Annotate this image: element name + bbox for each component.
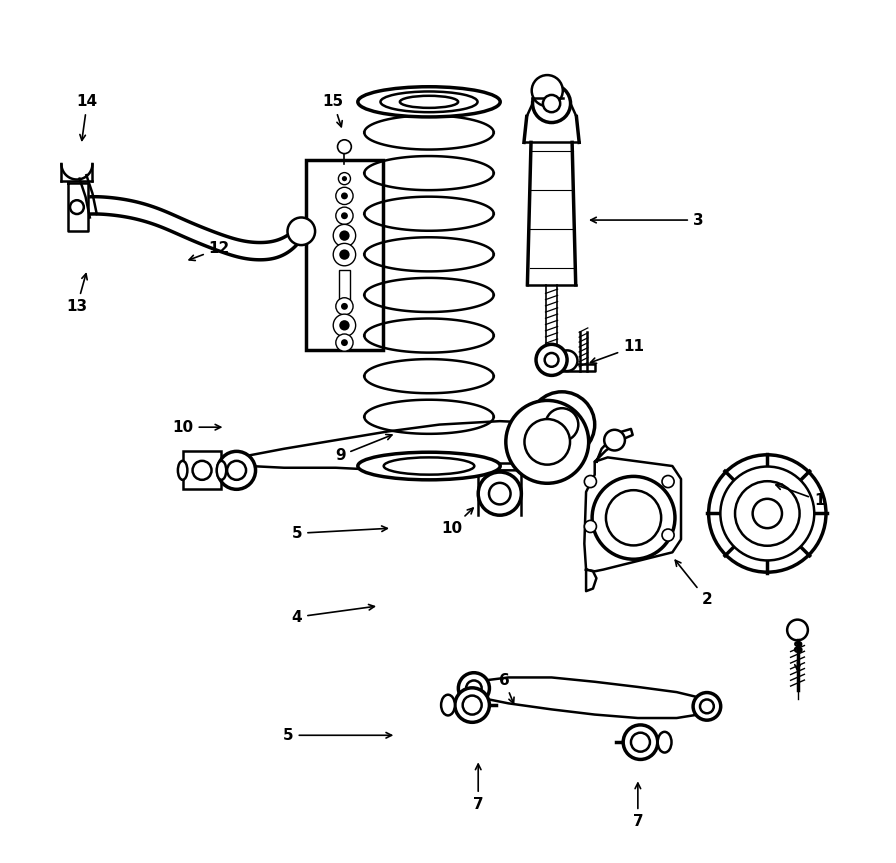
- Circle shape: [333, 224, 356, 247]
- Text: 5: 5: [283, 728, 392, 743]
- Circle shape: [341, 339, 348, 346]
- Circle shape: [584, 520, 597, 532]
- Ellipse shape: [441, 695, 455, 715]
- Circle shape: [462, 696, 482, 715]
- Circle shape: [530, 392, 595, 457]
- Polygon shape: [584, 457, 681, 571]
- Text: 10: 10: [442, 508, 473, 536]
- Text: 7: 7: [473, 764, 484, 812]
- Circle shape: [455, 688, 489, 722]
- Ellipse shape: [400, 96, 458, 108]
- Text: 13: 13: [66, 274, 88, 314]
- Circle shape: [592, 476, 675, 559]
- Bar: [340, 269, 349, 300]
- Circle shape: [532, 85, 571, 123]
- Circle shape: [340, 230, 349, 241]
- Circle shape: [466, 680, 482, 696]
- Circle shape: [333, 314, 356, 337]
- Text: 2: 2: [676, 560, 712, 608]
- Circle shape: [624, 725, 658, 759]
- Text: 8: 8: [792, 641, 803, 671]
- Circle shape: [753, 499, 782, 528]
- Circle shape: [631, 733, 650, 752]
- Circle shape: [662, 476, 674, 488]
- Polygon shape: [248, 421, 569, 470]
- Polygon shape: [595, 429, 633, 462]
- Ellipse shape: [358, 87, 500, 117]
- Bar: [306, 160, 383, 350]
- Text: 3: 3: [590, 212, 703, 228]
- Polygon shape: [524, 117, 579, 142]
- Circle shape: [700, 699, 714, 713]
- Circle shape: [333, 243, 356, 266]
- Polygon shape: [474, 677, 707, 718]
- Circle shape: [339, 173, 350, 185]
- Text: 11: 11: [590, 339, 644, 363]
- Circle shape: [545, 353, 558, 367]
- Ellipse shape: [658, 732, 671, 753]
- Circle shape: [662, 529, 674, 541]
- Text: 6: 6: [499, 672, 514, 703]
- Circle shape: [218, 451, 255, 489]
- Circle shape: [489, 483, 511, 504]
- Polygon shape: [528, 142, 576, 285]
- Polygon shape: [586, 570, 597, 591]
- Circle shape: [341, 192, 348, 199]
- Text: 5: 5: [292, 526, 387, 541]
- Circle shape: [336, 187, 353, 205]
- Circle shape: [336, 334, 353, 351]
- Circle shape: [546, 408, 578, 441]
- Text: 10: 10: [173, 419, 220, 435]
- Circle shape: [340, 249, 349, 260]
- Polygon shape: [61, 164, 92, 180]
- Circle shape: [720, 467, 814, 560]
- Text: 1: 1: [776, 484, 824, 508]
- Ellipse shape: [381, 91, 478, 112]
- Text: 12: 12: [189, 241, 230, 261]
- Circle shape: [341, 303, 348, 310]
- Circle shape: [788, 620, 808, 640]
- Circle shape: [709, 455, 826, 572]
- Circle shape: [342, 176, 347, 181]
- Circle shape: [735, 482, 799, 545]
- Circle shape: [536, 344, 567, 375]
- Circle shape: [340, 320, 349, 331]
- Circle shape: [524, 419, 570, 464]
- Circle shape: [478, 472, 521, 515]
- Text: 4: 4: [292, 604, 375, 625]
- Circle shape: [531, 75, 563, 106]
- Circle shape: [459, 673, 489, 704]
- Circle shape: [336, 207, 353, 224]
- Circle shape: [338, 140, 351, 154]
- Ellipse shape: [217, 461, 226, 480]
- Polygon shape: [68, 183, 88, 231]
- Circle shape: [556, 350, 577, 371]
- Circle shape: [193, 461, 211, 480]
- Circle shape: [694, 692, 720, 720]
- Bar: [183, 451, 221, 489]
- Circle shape: [70, 200, 84, 214]
- Circle shape: [288, 217, 315, 245]
- Circle shape: [543, 95, 560, 112]
- Circle shape: [604, 430, 625, 450]
- Text: 9: 9: [335, 434, 392, 463]
- Circle shape: [506, 400, 589, 483]
- Ellipse shape: [383, 457, 474, 475]
- Circle shape: [336, 298, 353, 315]
- Text: 14: 14: [77, 94, 98, 141]
- Circle shape: [606, 490, 661, 545]
- Polygon shape: [554, 364, 595, 371]
- Text: 15: 15: [323, 94, 344, 127]
- Ellipse shape: [178, 461, 187, 480]
- Circle shape: [341, 212, 348, 219]
- Ellipse shape: [358, 452, 500, 480]
- Circle shape: [584, 476, 597, 488]
- Circle shape: [227, 461, 246, 480]
- Text: 7: 7: [633, 783, 643, 829]
